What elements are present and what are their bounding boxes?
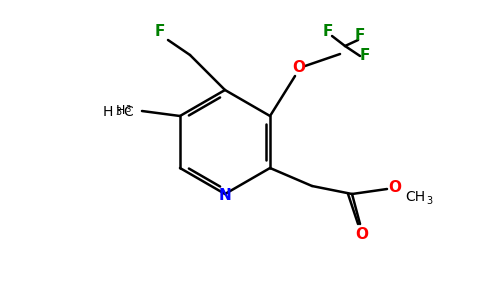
Text: C: C xyxy=(123,105,133,119)
Text: F: F xyxy=(155,23,165,38)
Text: 3: 3 xyxy=(426,196,432,206)
Text: H: H xyxy=(115,103,125,116)
Text: 3: 3 xyxy=(125,106,131,115)
Text: O: O xyxy=(292,59,305,74)
Text: O: O xyxy=(389,179,402,194)
Text: O: O xyxy=(356,226,368,242)
Text: F: F xyxy=(360,49,370,64)
Text: N: N xyxy=(219,188,231,203)
Text: F: F xyxy=(355,28,365,44)
Text: F: F xyxy=(323,25,333,40)
Text: H: H xyxy=(103,105,113,119)
Text: CH: CH xyxy=(405,190,425,204)
Text: 3: 3 xyxy=(115,107,121,117)
